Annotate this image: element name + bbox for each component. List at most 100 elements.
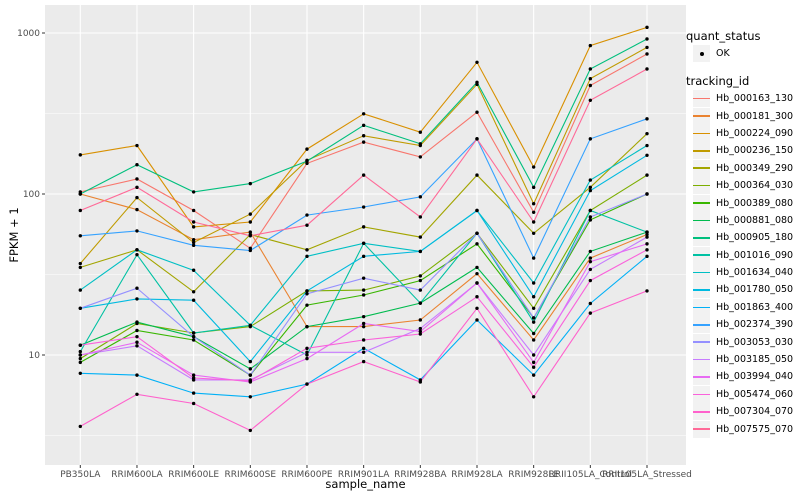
data-point [248, 373, 253, 377]
legend-key-swatch [693, 298, 710, 316]
data-point [418, 249, 423, 254]
legend-item-Hb_000389_080: Hb_000389_080 [686, 194, 798, 212]
data-point [191, 190, 196, 194]
data-point [588, 278, 593, 283]
data-point [305, 324, 309, 329]
legend-items-tracking-id: Hb_000163_130 Hb_000181_300 Hb_000224_090 H… [686, 90, 798, 438]
data-point [361, 338, 366, 342]
data-point [305, 356, 309, 361]
data-point [361, 346, 366, 351]
data-point [645, 289, 649, 293]
data-point [78, 234, 83, 238]
data-point [78, 343, 83, 347]
series-color-line-icon [693, 237, 710, 239]
legend-item-label: Hb_000364_030 [716, 180, 794, 192]
data-point [191, 376, 196, 380]
data-point [361, 288, 366, 292]
data-point [305, 303, 309, 307]
x-tick-label: RRIM901LA [338, 470, 390, 480]
data-point [135, 320, 139, 324]
legend-item-Hb_000881_080: Hb_000881_080 [686, 211, 798, 229]
series-color-line-icon [693, 219, 710, 222]
data-point [191, 334, 196, 339]
data-point [418, 278, 423, 283]
data-point [475, 265, 479, 270]
data-point [418, 301, 423, 305]
data-point [588, 215, 593, 219]
data-point [135, 392, 139, 397]
data-point [531, 395, 536, 399]
y-tick-label: 1000 [17, 29, 40, 39]
data-point [361, 359, 366, 364]
data-point [588, 67, 593, 71]
data-point [78, 353, 83, 357]
data-point [135, 229, 139, 233]
data-point [191, 238, 196, 242]
legend-item-label: Hb_003994_040 [716, 371, 794, 383]
series-color-line-icon [693, 132, 710, 135]
data-point [588, 218, 593, 222]
data-point [78, 192, 83, 196]
series-color-line-icon [693, 323, 710, 326]
data-point [531, 281, 536, 285]
legend-title-tracking-id: tracking_id [686, 74, 750, 88]
data-point [305, 213, 309, 217]
data-point [475, 271, 479, 276]
data-point [588, 98, 593, 102]
data-point [475, 137, 479, 141]
data-point [418, 142, 423, 146]
data-point [248, 248, 253, 253]
legend-item-Hb_001634_040: Hb_001634_040 [686, 264, 798, 282]
data-point [135, 344, 139, 348]
data-point [361, 276, 366, 280]
data-point [248, 212, 253, 216]
legend-item-label: Hb_003053_030 [716, 336, 794, 348]
data-point [191, 298, 196, 302]
legend-item-label: Hb_005474_060 [716, 388, 794, 400]
data-point [78, 360, 83, 365]
legend-item-Hb_003053_030: Hb_003053_030 [686, 333, 798, 351]
data-point [418, 288, 423, 292]
data-point [645, 230, 649, 234]
data-point [418, 235, 423, 239]
data-point [531, 365, 536, 369]
legend-key-swatch [693, 316, 710, 334]
data-point [531, 373, 536, 377]
data-point [248, 181, 253, 186]
legend-item-Hb_003185_050: Hb_003185_050 [686, 351, 798, 369]
legend-key-swatch [693, 246, 710, 264]
data-point [305, 353, 309, 357]
data-point [78, 371, 83, 375]
data-point [248, 359, 253, 364]
legend-item-Hb_002374_390: Hb_002374_390 [686, 316, 798, 334]
series-color-line-icon [693, 341, 710, 343]
legend-item-Hb_000905_180: Hb_000905_180 [686, 229, 798, 247]
data-point [475, 60, 479, 64]
legend-key-swatch [693, 403, 710, 421]
legend-key-ok [693, 45, 710, 62]
series-color-line-icon [693, 97, 710, 100]
data-point [248, 379, 253, 383]
legend-gap [686, 62, 798, 74]
data-point [531, 295, 536, 299]
legend: quant_status OK tracking_id Hb_000163_13… [686, 29, 798, 438]
data-point [191, 391, 196, 395]
data-point [588, 249, 593, 254]
legend-item-label: Hb_000905_180 [716, 232, 794, 244]
legend-key-swatch [693, 90, 710, 108]
data-point [305, 248, 309, 252]
data-point [418, 332, 423, 336]
data-point [418, 155, 423, 159]
series-color-line-icon [693, 167, 710, 170]
legend-item-label: Hb_003185_050 [716, 354, 794, 366]
data-point [645, 25, 649, 30]
data-point [418, 130, 423, 134]
legend-item-Hb_001780_050: Hb_001780_050 [686, 281, 798, 299]
series-color-line-icon [693, 410, 710, 413]
data-point [135, 207, 139, 212]
data-point [191, 290, 196, 294]
legend-item-Hb_000181_300: Hb_000181_300 [686, 107, 798, 125]
data-point [588, 43, 593, 48]
data-point [645, 131, 649, 136]
data-point [361, 225, 366, 229]
